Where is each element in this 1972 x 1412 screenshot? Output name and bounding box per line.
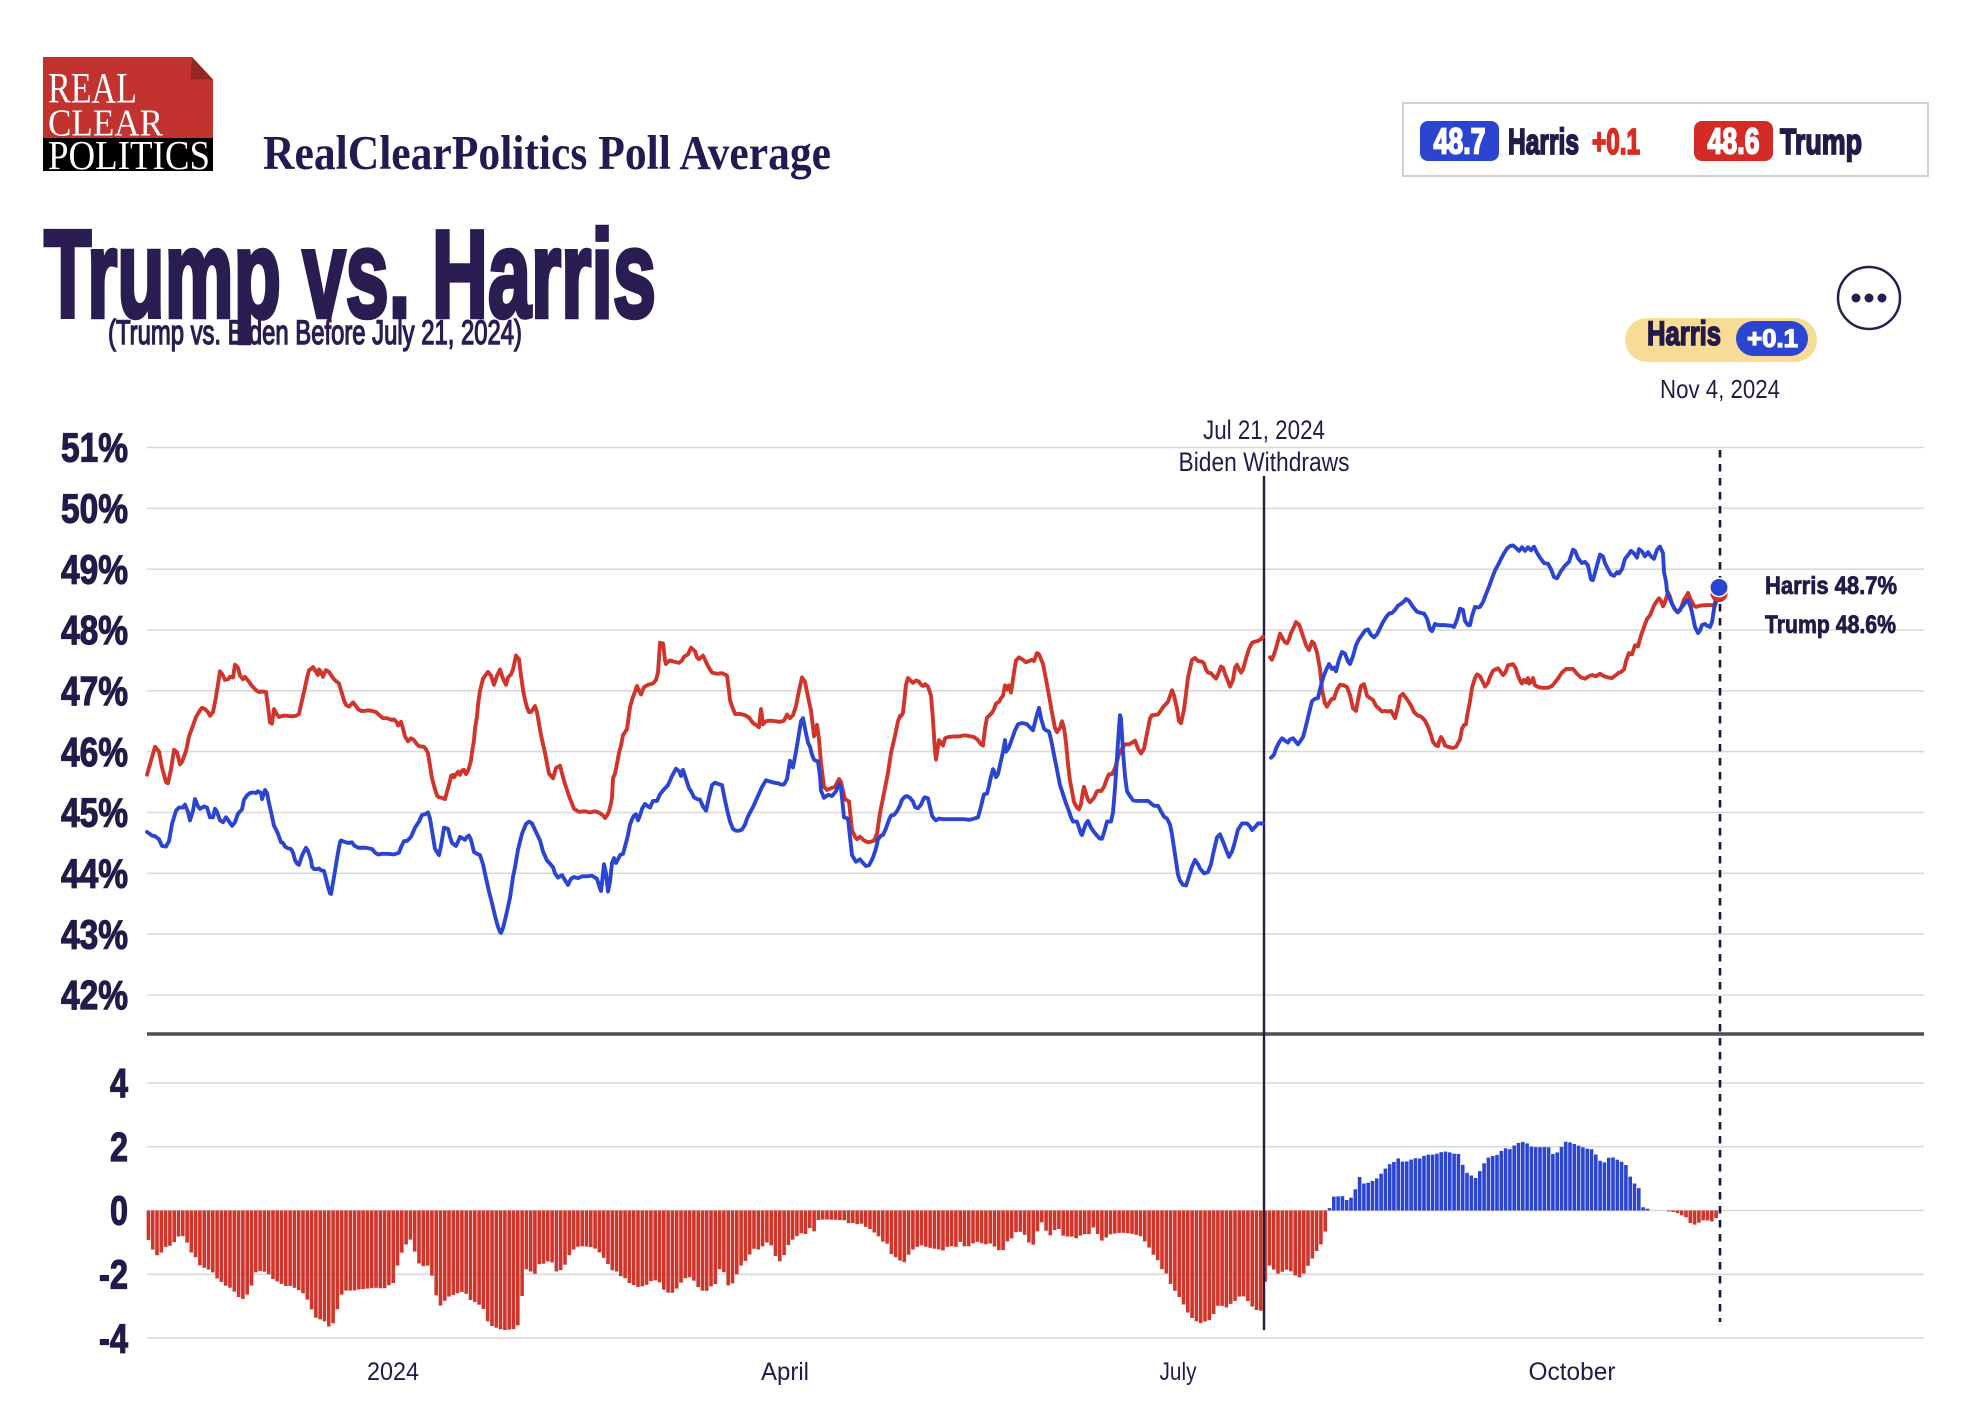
svg-text:45%: 45% xyxy=(61,790,128,836)
svg-text:Harris: Harris xyxy=(1508,121,1579,162)
svg-text:CLEAR: CLEAR xyxy=(48,103,164,145)
svg-text:April: April xyxy=(761,1358,809,1386)
svg-text:49%: 49% xyxy=(61,546,128,592)
svg-text:-2: -2 xyxy=(99,1252,128,1298)
svg-text:REAL: REAL xyxy=(48,66,137,113)
svg-text:Harris: Harris xyxy=(1647,315,1721,353)
svg-text:48%: 48% xyxy=(61,607,128,653)
svg-text:Biden Withdraws: Biden Withdraws xyxy=(1179,447,1350,477)
svg-text:2: 2 xyxy=(110,1124,128,1170)
svg-text:48.6: 48.6 xyxy=(1708,121,1760,162)
svg-text:42%: 42% xyxy=(61,972,128,1018)
svg-text:RealClearPolitics Poll Average: RealClearPolitics Poll Average xyxy=(263,125,831,180)
svg-text:Jul 21, 2024: Jul 21, 2024 xyxy=(1203,415,1325,445)
svg-text:Trump vs. Harris: Trump vs. Harris xyxy=(44,206,656,344)
svg-text:4: 4 xyxy=(110,1060,128,1106)
svg-text:Trump 48.6%: Trump 48.6% xyxy=(1765,611,1896,639)
svg-text:43%: 43% xyxy=(61,911,128,957)
svg-text:2024: 2024 xyxy=(367,1358,419,1386)
svg-text:Nov 4, 2024: Nov 4, 2024 xyxy=(1660,374,1780,404)
svg-text:51%: 51% xyxy=(61,425,128,471)
svg-text:+0.1: +0.1 xyxy=(1747,325,1798,353)
svg-text:Harris 48.7%: Harris 48.7% xyxy=(1765,572,1897,600)
svg-text:46%: 46% xyxy=(61,729,128,775)
svg-text:POLITICS: POLITICS xyxy=(48,132,210,178)
svg-text:July: July xyxy=(1160,1358,1197,1386)
svg-text:50%: 50% xyxy=(61,486,128,532)
svg-text:44%: 44% xyxy=(61,851,128,897)
svg-text:-4: -4 xyxy=(99,1315,128,1361)
svg-text:October: October xyxy=(1529,1358,1616,1386)
svg-text:+0.1: +0.1 xyxy=(1592,121,1640,162)
svg-text:48.7: 48.7 xyxy=(1434,121,1486,162)
svg-text:47%: 47% xyxy=(61,668,128,714)
svg-text:0: 0 xyxy=(110,1188,128,1234)
svg-text:Trump: Trump xyxy=(1780,121,1862,162)
svg-text:(Trump vs. Biden Before July 2: (Trump vs. Biden Before July 21, 2024) xyxy=(108,314,522,352)
